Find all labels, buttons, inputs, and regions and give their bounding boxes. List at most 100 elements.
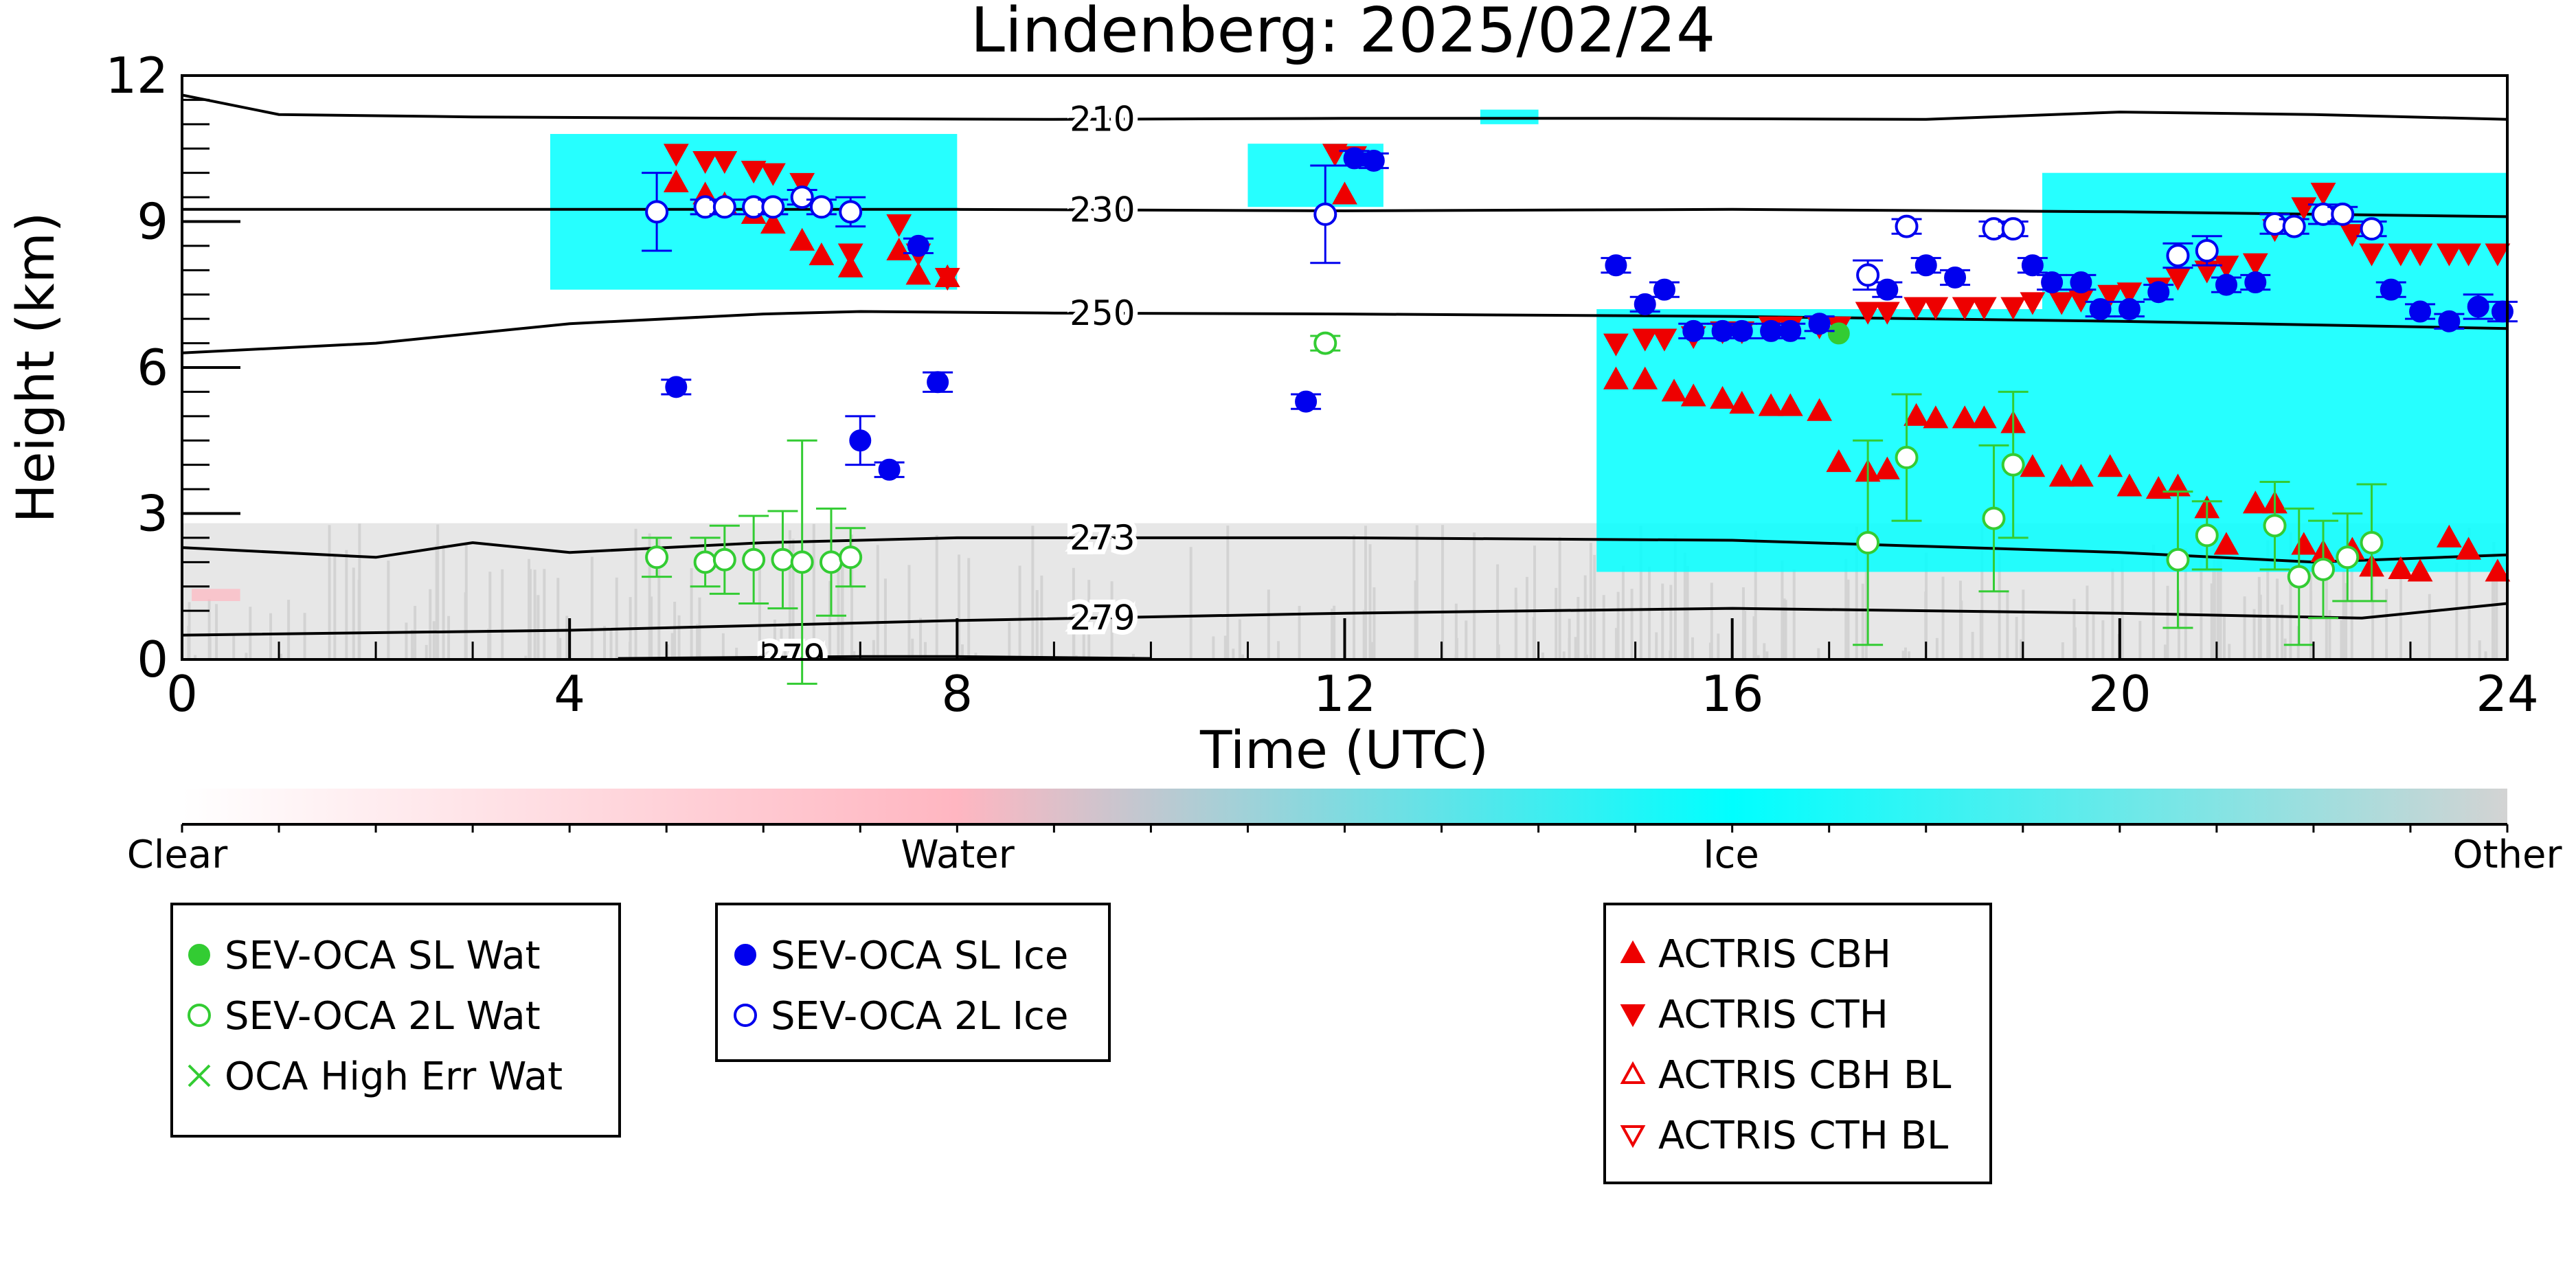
actris-cbh-point	[1710, 385, 1735, 409]
actris-cth-point	[1603, 333, 1629, 357]
legend-entry-label: SEV-OCA SL Ice	[771, 934, 1068, 978]
legend-entry-label: SEV-OCA 2L Ice	[771, 994, 1068, 1039]
sev-oca-2l-ice-point	[712, 195, 736, 219]
sev-oca-sl-ice-point	[2021, 254, 2044, 277]
sev-oca-2l-ice-point	[645, 200, 669, 224]
sev-oca-sl-ice-point	[1730, 319, 1753, 342]
sev-oca-2l-ice-point	[2282, 214, 2306, 238]
x-tick-label: 4	[554, 665, 585, 723]
legend-marker	[1620, 1004, 1646, 1028]
sev-oca-sl-ice-point	[1682, 319, 1705, 342]
sev-oca-2l-ice-point	[1313, 202, 1337, 226]
actris-cbh-point	[1680, 383, 1706, 407]
x-tick-label: 20	[2088, 665, 2151, 723]
legend-marker	[188, 944, 210, 966]
actris-cth-point	[2339, 224, 2365, 247]
sev-oca-2l-ice-point	[2360, 217, 2384, 241]
y-axis-label: Height (km)	[5, 212, 66, 523]
actris-cbh-point	[1952, 405, 1978, 429]
classification-colorbar: Clear Water Ice Other	[127, 789, 2562, 877]
legend-marker	[1620, 1125, 1646, 1149]
actris-cbh-point	[1874, 456, 1900, 479]
actris-cth-point	[692, 150, 719, 174]
actris-cth-point	[2116, 282, 2143, 306]
actris-cbh-point	[2388, 556, 2414, 579]
isotherm-line	[182, 93, 2507, 121]
sev-oca-sl-ice-point	[1779, 319, 1802, 342]
actris-cth-point	[712, 150, 738, 174]
sev-oca-sl-ice-point	[2438, 310, 2461, 332]
sev-oca-2l-wat-point	[742, 547, 766, 572]
actris-cbh-point	[1729, 391, 1755, 414]
sev-oca-sl-ice-point	[665, 376, 688, 398]
sev-oca-sl-ice-point	[849, 429, 872, 452]
colorbar-label-water: Water	[901, 833, 1015, 877]
retrieval-markers	[642, 144, 2518, 685]
y-tick-label: 6	[137, 339, 168, 396]
sev-oca-sl-ice-point	[1295, 390, 1318, 413]
actris-cbh-point	[1661, 379, 1687, 402]
sev-oca-sl-ice-point	[2147, 281, 2170, 304]
actris-cth-point	[1971, 297, 1997, 320]
sev-oca-2l-ice-point	[2166, 244, 2190, 268]
actris-cth-point	[741, 161, 767, 184]
axes: 0 4 8 12 16 20 24 0 3 6 9 12	[105, 47, 2538, 723]
sev-oca-sl-ice-point	[1634, 293, 1656, 315]
sev-oca-2l-ice-point	[761, 195, 785, 219]
chart-title: Lindenberg: 2025/02/24	[971, 0, 1715, 67]
sev-oca-sl-ice-point	[2215, 273, 2237, 296]
y-tick-label: 0	[137, 631, 168, 688]
actris-cth-point	[1322, 144, 1348, 167]
actris-cth-point	[663, 144, 689, 167]
x-tick-label: 0	[166, 665, 198, 723]
sev-oca-sl-ice-point	[2409, 300, 2432, 323]
actris-cbh-point	[789, 227, 815, 251]
sev-oca-sl-ice-point	[1944, 266, 1967, 289]
isotherm-line	[182, 310, 2507, 354]
actris-cbh-point	[837, 254, 863, 278]
legend-entry-label: ACTRIS CTH BL	[1658, 1114, 1948, 1158]
actris-cbh-point	[2097, 454, 2123, 477]
sev-oca-2l-wat-point	[1895, 446, 1919, 470]
sev-oca-2l-ice-point	[1856, 263, 1880, 287]
actris-cth-point	[2291, 197, 2317, 221]
sev-oca-2l-wat-point	[2195, 523, 2219, 547]
y-tick-label: 9	[137, 193, 168, 251]
sev-oca-sl-ice-point	[1914, 254, 1937, 277]
classification-background	[182, 109, 2507, 659]
x-tick-label: 12	[1313, 665, 1377, 723]
actris-cth-point	[2388, 243, 2414, 267]
actris-cbh-point	[2436, 524, 2462, 547]
actris-cbh-point	[905, 262, 931, 285]
actris-cbh-point	[809, 242, 835, 266]
water-class-region	[192, 589, 240, 601]
legend-entry-label: OCA High Err Wat	[225, 1054, 563, 1099]
sev-oca-2l-ice-point	[2001, 217, 2025, 241]
actris-cbh-point	[2068, 464, 2094, 487]
actris-cth-point	[1632, 328, 1658, 352]
actris-cth-point	[760, 163, 786, 186]
actris-cth-point	[1874, 302, 1900, 325]
legend-marker	[734, 944, 756, 966]
ice-class-region	[1480, 109, 1539, 124]
actris-cbh-point	[1807, 398, 1833, 421]
actris-cbh-point	[2485, 558, 2511, 582]
sev-oca-2l-ice-point	[2263, 212, 2287, 236]
y-tick-label: 3	[137, 485, 168, 543]
actris-cbh-point	[1777, 393, 1803, 416]
sev-oca-2l-wat-point	[2336, 545, 2360, 569]
sev-oca-2l-wat-point	[693, 550, 717, 574]
isotherm-label: 210	[1070, 100, 1135, 139]
sev-oca-2l-wat-point	[2166, 547, 2190, 572]
x-tick-label: 8	[941, 665, 973, 723]
actris-cbh-point	[2407, 558, 2433, 582]
actris-cth-point	[2485, 243, 2511, 267]
isotherm-label: 273	[1070, 518, 1135, 558]
sev-oca-sl-ice-point	[2118, 298, 2140, 320]
sev-oca-sl-ice-point	[1362, 149, 1385, 172]
x-tick-label: 16	[1701, 665, 1764, 723]
sev-oca-2l-wat-point	[1856, 531, 1880, 554]
isotherm-label: 279	[1070, 598, 1135, 637]
actris-cbh-point	[663, 169, 689, 192]
actris-cbh-point	[1603, 366, 1629, 389]
